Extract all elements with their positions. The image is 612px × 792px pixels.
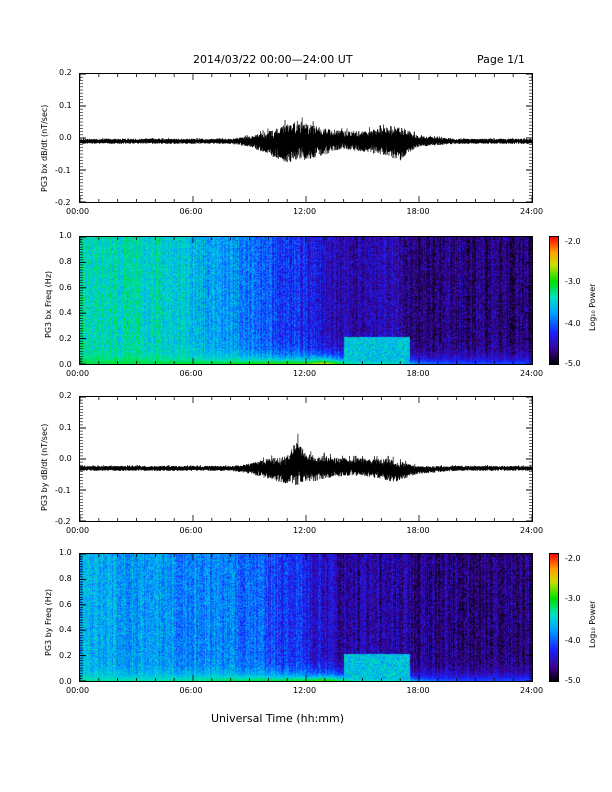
y-tick-label: 0.0: [59, 360, 72, 369]
y-tick-label: 0.4: [59, 625, 72, 635]
y-tick-label: 0.8: [59, 256, 72, 266]
bx-colorbar-label: Log₁₀ Power: [588, 283, 597, 331]
page-title: 2014/03/22 00:00—24:00 UT: [193, 53, 353, 66]
y-tick-label: 1.0: [59, 548, 72, 557]
bx-spectrogram-ylabel: PG3 bx Freq (Hz): [44, 270, 53, 338]
y-tick-label: 0.0: [59, 454, 72, 463]
by-spectrogram-ylabel: PG3 by Freq (Hz): [44, 588, 53, 656]
by-spectrogram-canvas: [80, 554, 532, 681]
x-tick-label: 12:00: [293, 369, 317, 378]
x-tick-label: 06:00: [179, 686, 203, 695]
bx-colorbar-tick: -5.0: [565, 359, 581, 368]
page-number: Page 1/1: [477, 53, 525, 66]
bx-waveform-trace: [80, 117, 532, 163]
by-waveform-ylabel: PG3 by dB/dt (nT/sec): [40, 423, 49, 511]
y-tick-label: 0.6: [59, 599, 72, 609]
bx-spectrogram-canvas: [80, 237, 532, 364]
bx-colorbar: [549, 236, 559, 365]
x-tick-label: 00:00: [66, 526, 90, 535]
y-tick-label: 0.0: [59, 677, 72, 686]
y-tick-label: 0.1: [59, 422, 72, 432]
x-tick-label: 24:00: [520, 207, 544, 216]
x-axis-title: Universal Time (hh:mm): [211, 712, 344, 725]
x-tick-label: 12:00: [293, 526, 317, 535]
x-tick-label: 00:00: [66, 207, 90, 216]
x-tick-label: 06:00: [179, 526, 203, 535]
bx-spectrogram-plot: [79, 236, 533, 365]
x-tick-label: 12:00: [293, 686, 317, 695]
y-tick-label: -0.1: [55, 165, 71, 175]
x-tick-label: 24:00: [520, 369, 544, 378]
by-colorbar-tick: -5.0: [565, 676, 581, 685]
y-tick-label: 0.2: [59, 334, 72, 344]
by-colorbar-tick: -2.0: [565, 554, 581, 563]
by-waveform-plot: [79, 396, 533, 522]
y-tick-label: -0.2: [55, 198, 71, 207]
x-tick-label: 24:00: [520, 526, 544, 535]
by-spectrogram-axes: [80, 554, 532, 681]
bx-waveform-plot: [79, 73, 533, 203]
x-tick-label: 18:00: [406, 686, 430, 695]
y-tick-label: 1.0: [59, 231, 72, 240]
y-tick-label: 0.2: [59, 68, 72, 77]
x-tick-label: 24:00: [520, 686, 544, 695]
x-tick-label: 06:00: [179, 207, 203, 216]
x-tick-label: 12:00: [293, 207, 317, 216]
x-tick-label: 18:00: [406, 369, 430, 378]
y-tick-label: 0.2: [59, 391, 72, 400]
x-tick-label: 00:00: [66, 686, 90, 695]
y-tick-label: 0.2: [59, 651, 72, 661]
x-tick-label: 18:00: [406, 207, 430, 216]
by-waveform-svg: [80, 397, 532, 521]
x-tick-label: 18:00: [406, 526, 430, 535]
bx-waveform-ylabel: PG3 bx dB/dt (nT/sec): [40, 104, 49, 192]
by-colorbar-tick: -4.0: [565, 636, 581, 645]
bx-colorbar-tick: -4.0: [565, 319, 581, 328]
y-tick-label: 0.1: [59, 100, 72, 110]
by-colorbar-label: Log₁₀ Power: [588, 600, 597, 648]
x-tick-label: 06:00: [179, 369, 203, 378]
by-colorbar: [549, 553, 559, 682]
y-tick-label: -0.2: [55, 517, 71, 526]
bx-spectrogram-axes: [80, 237, 532, 364]
y-tick-label: 0.0: [59, 133, 72, 142]
by-spectrogram-plot: [79, 553, 533, 682]
by-colorbar-tick: -3.0: [565, 594, 581, 603]
bx-waveform-svg: [80, 74, 532, 202]
by-waveform-trace: [80, 433, 532, 486]
y-tick-label: 0.8: [59, 573, 72, 583]
y-tick-label: -0.1: [55, 485, 71, 495]
bx-colorbar-tick: -2.0: [565, 237, 581, 246]
bx-colorbar-tick: -3.0: [565, 277, 581, 286]
y-tick-label: 0.6: [59, 282, 72, 292]
x-tick-label: 00:00: [66, 369, 90, 378]
y-tick-label: 0.4: [59, 308, 72, 318]
